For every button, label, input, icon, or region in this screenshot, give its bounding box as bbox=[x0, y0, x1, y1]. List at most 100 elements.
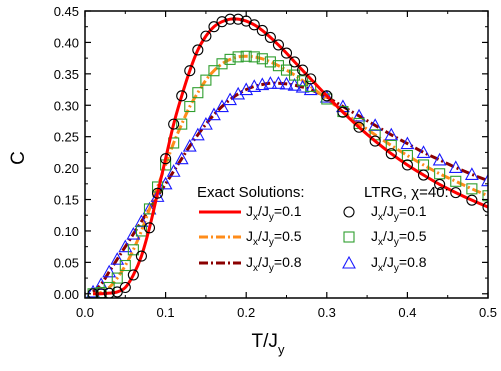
data-point bbox=[264, 56, 276, 68]
data-point bbox=[466, 194, 478, 206]
x-tick-label: 0.0 bbox=[76, 305, 94, 320]
data-point bbox=[256, 24, 268, 37]
data-point bbox=[416, 145, 431, 158]
y-tick-label: 0.10 bbox=[54, 224, 79, 239]
series-ltrg-3 bbox=[87, 13, 488, 298]
x-axis-title-main: T/J bbox=[252, 331, 278, 352]
data-point bbox=[279, 76, 294, 90]
data-point bbox=[208, 65, 220, 77]
data-point bbox=[272, 39, 284, 51]
data-point bbox=[248, 51, 260, 63]
data-point bbox=[263, 76, 278, 89]
x-tick-label: 0.4 bbox=[398, 305, 416, 320]
data-point bbox=[450, 175, 462, 187]
data-point bbox=[192, 44, 204, 56]
data-point bbox=[319, 89, 334, 103]
legend-ltrg-label: Jx/Jy=0.1 bbox=[371, 203, 427, 223]
data-point bbox=[305, 73, 317, 85]
data-point bbox=[248, 19, 260, 31]
data-point bbox=[271, 76, 286, 89]
data-point bbox=[207, 107, 221, 121]
data-point bbox=[240, 50, 252, 62]
y-tick-label: 0.20 bbox=[54, 161, 79, 176]
y-tick-label: 0.15 bbox=[54, 193, 79, 208]
legend-marker-sample bbox=[342, 255, 356, 269]
data-point bbox=[432, 152, 447, 166]
series-exact-0 bbox=[93, 17, 488, 296]
data-point bbox=[400, 136, 415, 150]
data-point bbox=[216, 58, 228, 70]
data-point bbox=[482, 201, 488, 213]
series-layer bbox=[86, 13, 488, 298]
data-point bbox=[103, 287, 115, 298]
x-tick-label: 0.3 bbox=[318, 305, 336, 320]
series-exact-1 bbox=[92, 54, 488, 296]
data-point bbox=[352, 108, 366, 122]
data-point bbox=[384, 127, 399, 141]
data-point bbox=[200, 30, 212, 42]
data-point bbox=[160, 153, 172, 165]
data-point bbox=[353, 121, 365, 133]
data-point bbox=[417, 169, 430, 181]
axes-layer: 0.0 0.1 0.2 0.3 0.4 0.5 0.00 0.05 0.10 0.15 0.20 0.… bbox=[54, 4, 497, 320]
data-point bbox=[127, 244, 139, 256]
y-tick-label: 0.30 bbox=[54, 98, 79, 113]
data-point bbox=[134, 214, 149, 228]
legend: Exact Solutions: LTRG, χ=40: Jx/Jy=0.1Jx… bbox=[197, 184, 449, 274]
x-tick-label: 0.2 bbox=[237, 305, 255, 320]
exact-curve-line bbox=[92, 81, 488, 294]
data-point bbox=[256, 53, 268, 65]
data-point bbox=[289, 56, 301, 68]
data-point bbox=[224, 13, 236, 25]
data-point bbox=[184, 100, 196, 113]
data-point bbox=[176, 90, 188, 102]
data-point bbox=[482, 190, 488, 202]
data-point bbox=[200, 74, 212, 86]
data-point bbox=[119, 281, 131, 294]
data-point bbox=[111, 272, 123, 284]
y-axis-title: C bbox=[8, 151, 29, 165]
x-axis-title-sub: y bbox=[278, 342, 285, 357]
data-point bbox=[401, 159, 413, 171]
data-point bbox=[255, 77, 270, 91]
data-point bbox=[247, 79, 262, 92]
data-point bbox=[198, 116, 213, 130]
data-point bbox=[305, 80, 317, 92]
data-point bbox=[208, 21, 220, 33]
data-point bbox=[368, 118, 383, 131]
data-point bbox=[369, 135, 381, 147]
data-point bbox=[150, 189, 165, 202]
data-point bbox=[224, 53, 236, 65]
y-tick-label: 0.00 bbox=[54, 287, 79, 302]
data-point bbox=[110, 252, 125, 265]
data-point bbox=[192, 87, 204, 99]
series-exact-2 bbox=[92, 81, 488, 294]
data-point bbox=[289, 69, 301, 81]
data-point bbox=[464, 167, 479, 180]
legend-exact-label: Jx/Jy=0.8 bbox=[246, 254, 302, 274]
data-point bbox=[280, 47, 293, 59]
data-point bbox=[321, 90, 333, 102]
data-point bbox=[151, 187, 164, 199]
data-point bbox=[466, 183, 478, 195]
data-point bbox=[174, 151, 189, 165]
x-tick-label: 0.1 bbox=[157, 305, 175, 320]
data-point bbox=[102, 264, 117, 278]
data-point bbox=[232, 13, 244, 25]
x-axis-title: T/Jy bbox=[252, 331, 285, 357]
data-point bbox=[448, 160, 463, 174]
x-tick-label: 0.5 bbox=[479, 305, 497, 320]
y-tick-label: 0.45 bbox=[54, 4, 79, 19]
data-point bbox=[297, 64, 309, 76]
data-point bbox=[119, 259, 131, 272]
data-point bbox=[182, 138, 197, 152]
legend-items: Jx/Jy=0.1 Jx/Jy=0.5 Jx/Jy=0.8 Jx/Jy=0.1 Jx/J… bbox=[199, 203, 427, 274]
data-point bbox=[481, 173, 488, 187]
y-tick-label: 0.40 bbox=[54, 35, 79, 50]
data-point bbox=[95, 288, 107, 298]
data-point bbox=[385, 148, 397, 160]
legend-ltrg-label: Jx/Jy=0.5 bbox=[371, 228, 427, 248]
exact-curve-line bbox=[92, 54, 488, 296]
exact-curve-line bbox=[93, 17, 488, 296]
